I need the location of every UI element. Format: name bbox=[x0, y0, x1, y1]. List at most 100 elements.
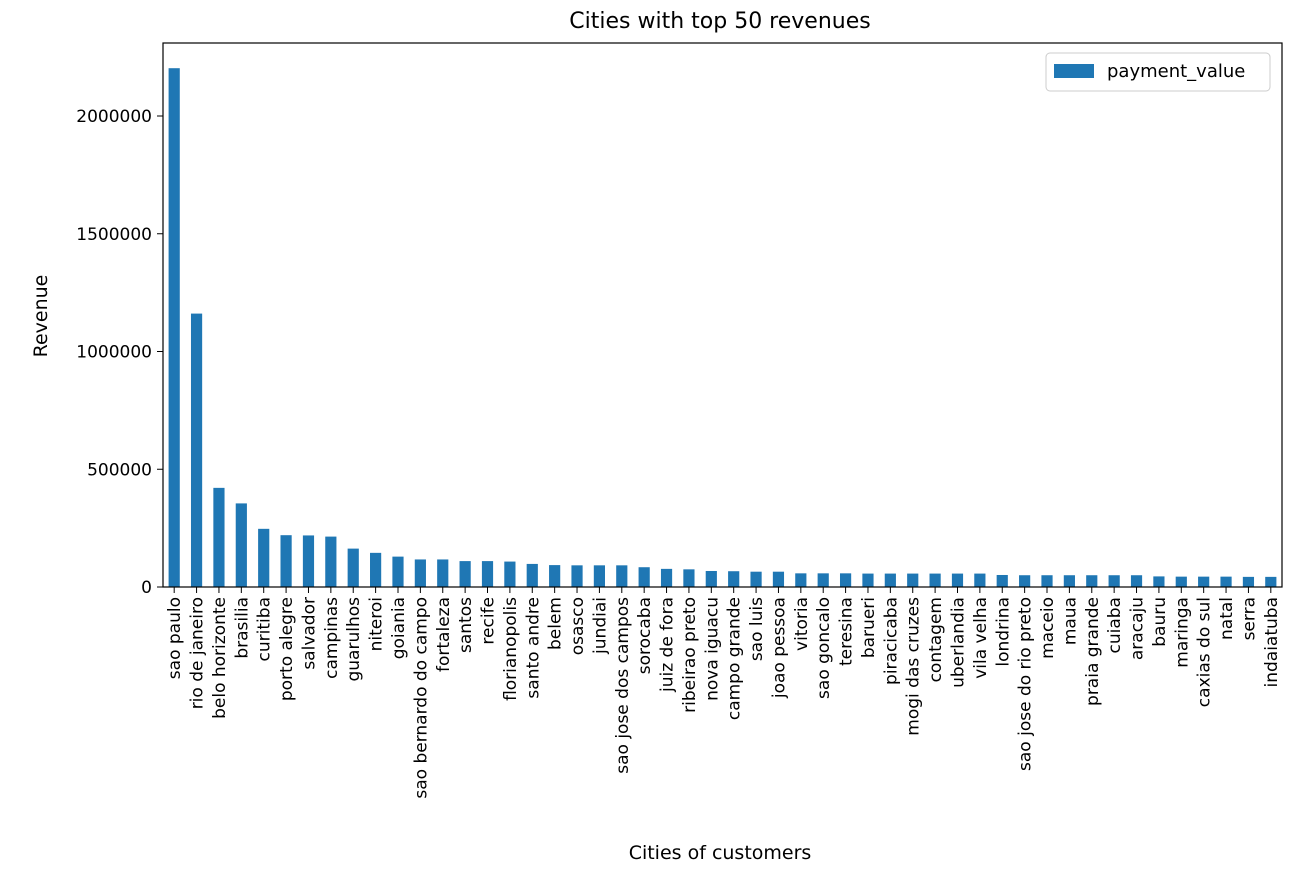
bar-25: nova iguacu bbox=[705, 570, 717, 587]
legend: payment_value bbox=[1045, 52, 1271, 92]
bar-39: sao jose do rio preto bbox=[1019, 575, 1031, 587]
x-tick-label: santos bbox=[456, 597, 476, 653]
x-tick-label: uberlandia bbox=[948, 597, 968, 688]
bar-41: maua bbox=[1063, 575, 1075, 587]
x-tick-label: sao jose dos campos bbox=[613, 597, 633, 774]
bar-12: sao bernardo do campo bbox=[414, 559, 426, 587]
bar-4: brasilia bbox=[235, 503, 247, 587]
x-tick-label: indaiatuba bbox=[1262, 597, 1282, 688]
x-tick-label: piracicaba bbox=[881, 597, 901, 685]
x-tick-label: belem bbox=[546, 597, 566, 650]
x-tick-label: cuiaba bbox=[1105, 597, 1125, 653]
x-tick-label: barueri bbox=[859, 597, 879, 658]
y-axis: 0 500000 1000000 1500000 2000000 bbox=[76, 107, 163, 598]
bar-5: curitiba bbox=[258, 528, 270, 587]
bar-45: bauru bbox=[1153, 576, 1165, 587]
bar-33: piracicaba bbox=[884, 573, 896, 587]
bar-8: campinas bbox=[325, 536, 337, 587]
x-tick-label: sorocaba bbox=[635, 597, 655, 674]
bar-38: londrina bbox=[996, 574, 1008, 587]
x-tick-label: sao luis bbox=[747, 597, 767, 661]
legend-box bbox=[1045, 52, 1271, 92]
bar-32: barueri bbox=[862, 573, 874, 587]
x-axis-label: Cities of customers bbox=[629, 842, 812, 864]
x-tick-label: maceio bbox=[1038, 597, 1058, 659]
bar-13: fortaleza bbox=[437, 559, 449, 587]
bar-48: natal bbox=[1220, 576, 1232, 587]
x-tick-label: contagem bbox=[926, 597, 946, 682]
x-tick-label: vitoria bbox=[792, 597, 812, 651]
bar-10: niteroi bbox=[370, 552, 382, 587]
bar-36: uberlandia bbox=[951, 573, 964, 587]
x-tick-label: belo horizonte bbox=[210, 597, 230, 719]
x-tick-label: santo andre bbox=[523, 597, 543, 699]
x-tick-label: curitiba bbox=[255, 597, 275, 661]
bar-22: sorocaba bbox=[638, 567, 650, 587]
x-tick-label: fortaleza bbox=[434, 597, 454, 672]
x-tick-label: sao jose do rio preto bbox=[1016, 597, 1036, 771]
x-tick-label: vila velha bbox=[971, 597, 991, 679]
bar-35: contagem bbox=[929, 573, 941, 587]
x-tick-label: natal bbox=[1217, 597, 1237, 640]
x-tick-label: florianopolis bbox=[501, 597, 521, 701]
y-axis-label: Revenue bbox=[30, 275, 52, 358]
bar-9: guarulhos bbox=[347, 548, 359, 587]
bar-16: florianopolis bbox=[504, 561, 516, 587]
x-tick-label: jundiai bbox=[590, 597, 610, 655]
bar-3: belo horizonte bbox=[213, 487, 225, 587]
x-tick-label: rio de janeiro bbox=[188, 597, 208, 709]
x-tick-label: aracaju bbox=[1128, 597, 1148, 660]
x-tick-label: sao bernardo do campo bbox=[411, 597, 431, 799]
x-tick-label: sao paulo bbox=[165, 597, 185, 679]
bar-23: juiz de fora bbox=[660, 568, 673, 587]
bar-30: sao goncalo bbox=[817, 573, 829, 587]
x-tick-label: mogi das cruzes bbox=[904, 597, 924, 736]
bar-6: porto alegre bbox=[280, 535, 292, 587]
legend-swatch bbox=[1054, 64, 1094, 78]
y-tick-label: 500000 bbox=[87, 460, 152, 480]
bar-27: sao luis bbox=[750, 571, 762, 587]
bar-15: recife bbox=[481, 561, 494, 587]
bar-2: rio de janeiro bbox=[190, 313, 203, 587]
x-tick-label: goiania bbox=[389, 597, 409, 659]
bar-46: maringa bbox=[1175, 576, 1187, 587]
plot-area-frame bbox=[162, 42, 1283, 588]
bar-7: salvador bbox=[302, 535, 315, 587]
y-tick-label: 2000000 bbox=[76, 107, 152, 127]
x-tick-label: niteroi bbox=[367, 597, 387, 651]
bar-20: jundiai bbox=[593, 565, 605, 587]
bar-37: vila velha bbox=[974, 573, 986, 587]
y-tick-label: 1000000 bbox=[76, 343, 152, 363]
bar-18: belem bbox=[549, 565, 561, 587]
x-tick-label: porto alegre bbox=[277, 597, 297, 701]
x-tick-label: salvador bbox=[299, 597, 319, 670]
x-tick-label: caxias do sul bbox=[1195, 597, 1215, 707]
bar-31: teresina bbox=[839, 573, 852, 587]
bar-11: goiania bbox=[392, 556, 404, 587]
x-tick-label: londrina bbox=[993, 597, 1013, 667]
x-tick-label: bauru bbox=[1150, 597, 1170, 647]
bar-50: indaiatuba bbox=[1265, 576, 1277, 587]
x-tick-label: recife bbox=[479, 597, 499, 645]
x-tick-label: ribeirao preto bbox=[680, 597, 700, 713]
x-tick-label: serra bbox=[1239, 597, 1259, 640]
bar-1: sao paulo bbox=[168, 68, 180, 587]
bar-21: sao jose dos campos bbox=[616, 565, 628, 587]
x-tick-label: sao goncalo bbox=[814, 597, 834, 699]
bar-49: serra bbox=[1242, 576, 1255, 587]
bar-34: mogi das cruzes bbox=[907, 573, 919, 587]
x-tick-label: campo grande bbox=[725, 597, 745, 720]
bar-44: aracaju bbox=[1130, 575, 1143, 587]
bar-29: vitoria bbox=[795, 573, 807, 587]
bar-28: joao pessoa bbox=[772, 571, 785, 587]
x-tick-label: juiz de fora bbox=[658, 597, 678, 693]
bar-19: osasco bbox=[571, 565, 583, 587]
y-tick-label: 0 bbox=[141, 578, 152, 598]
bar-40: maceio bbox=[1041, 575, 1053, 587]
bar-42: praia grande bbox=[1086, 575, 1098, 587]
x-tick-label: guarulhos bbox=[344, 597, 364, 682]
x-tick-label: brasilia bbox=[232, 597, 252, 659]
x-tick-label: maringa bbox=[1172, 597, 1192, 668]
